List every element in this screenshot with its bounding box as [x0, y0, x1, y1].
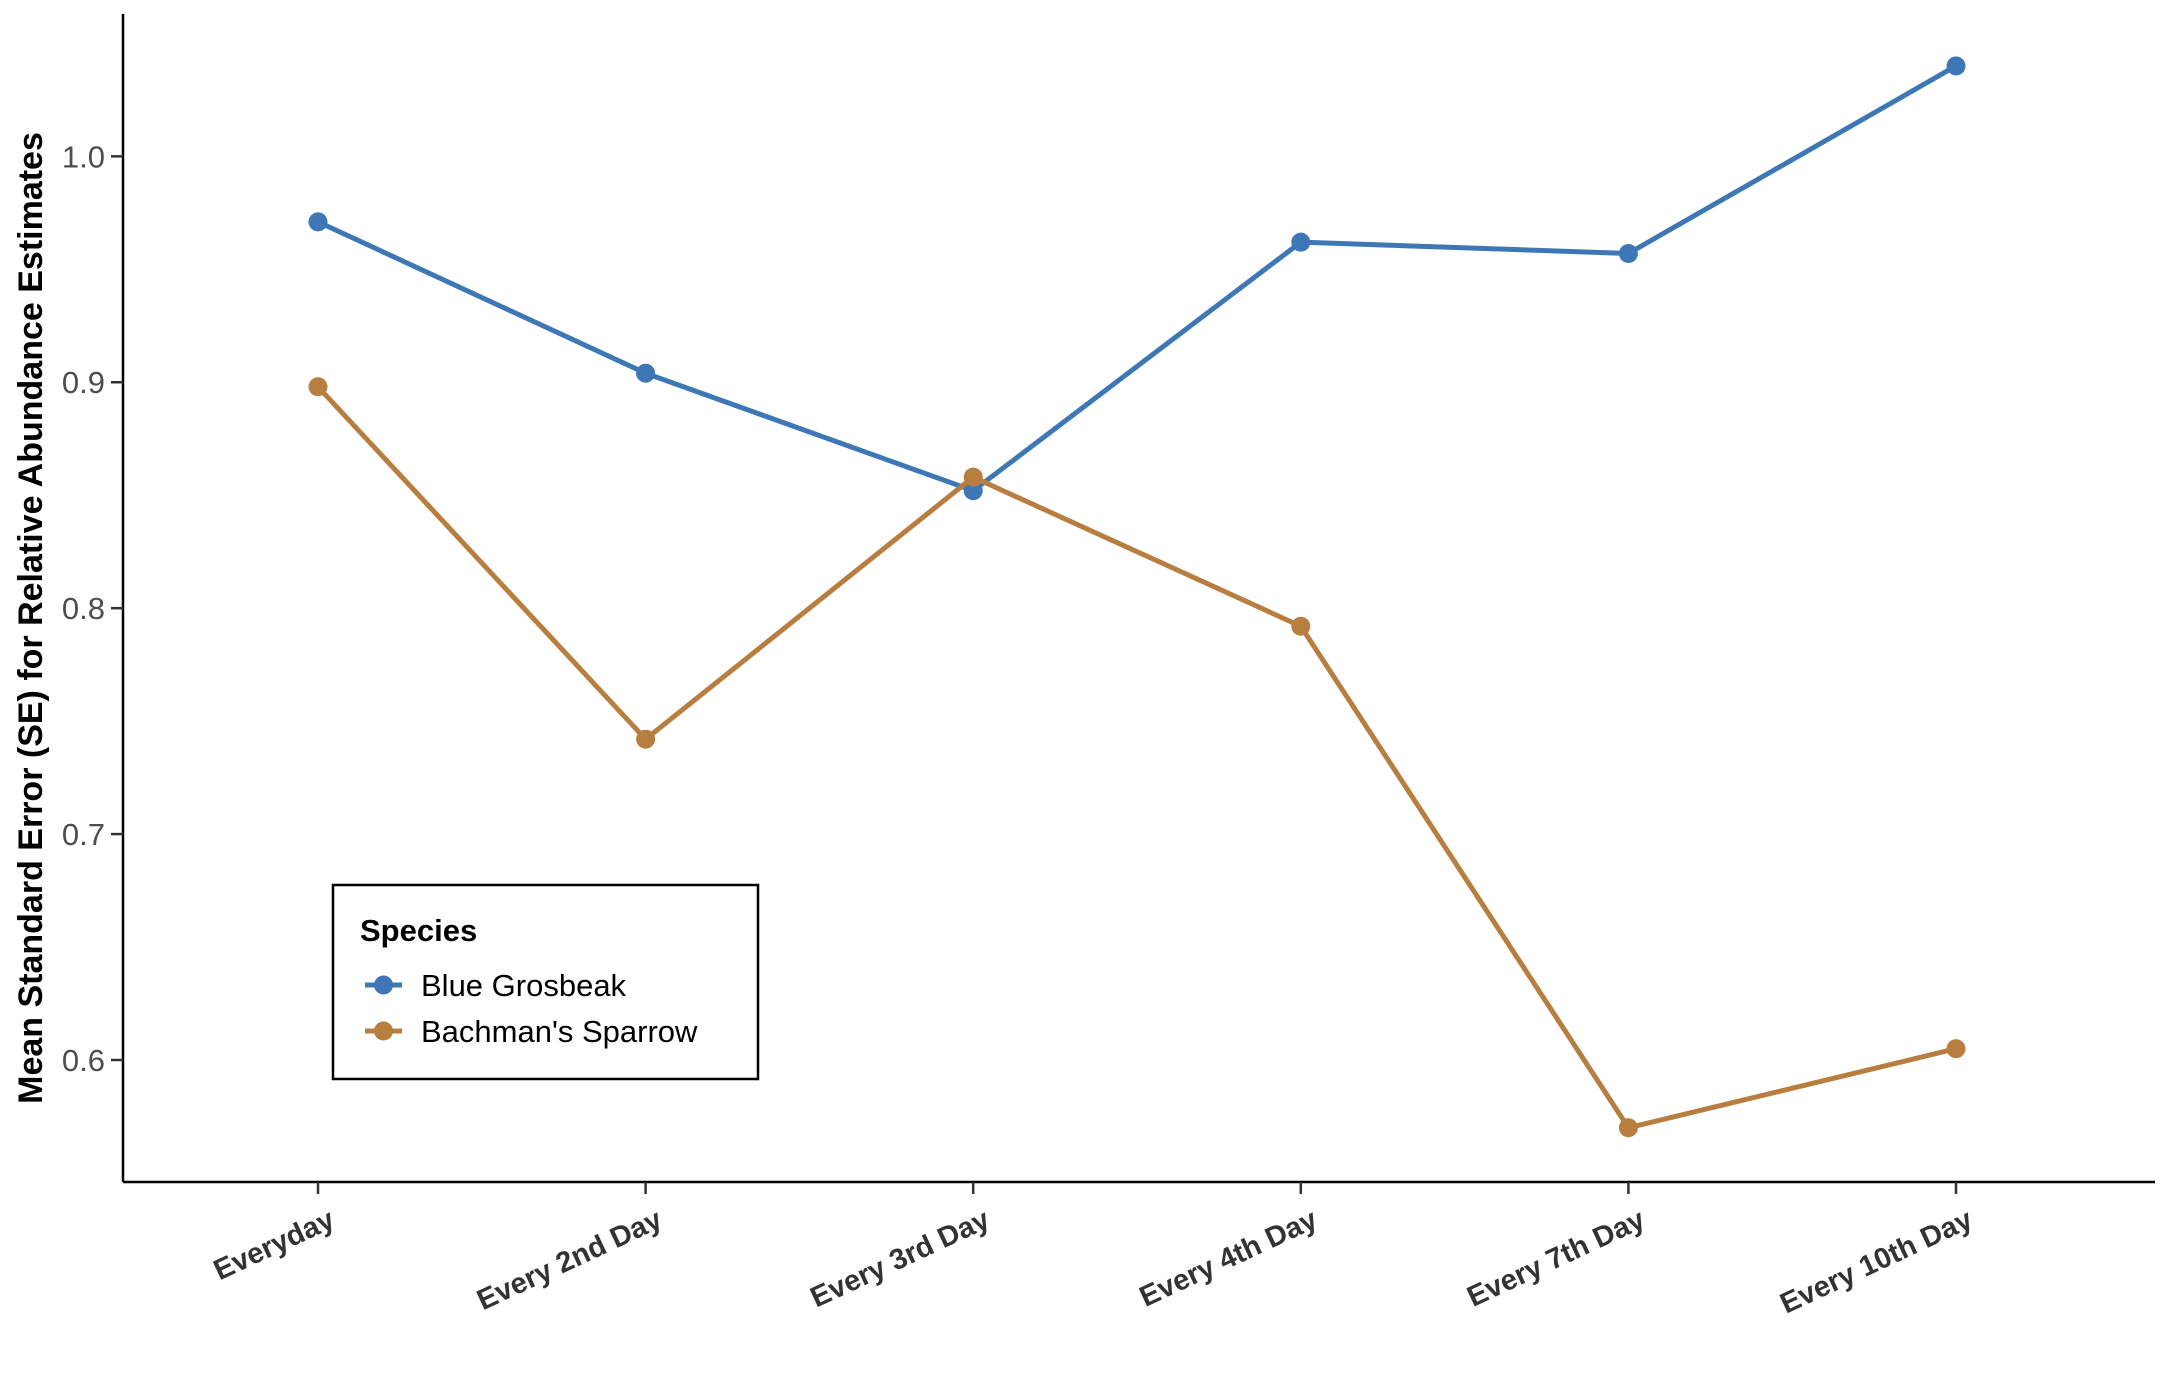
data-point	[963, 481, 983, 501]
data-point	[1618, 243, 1638, 263]
y-tick-label: 0.6	[62, 1043, 105, 1078]
data-point	[636, 363, 656, 383]
data-point	[1946, 56, 1966, 76]
legend-title: Species	[360, 913, 477, 948]
y-tick-label: 0.8	[62, 591, 105, 626]
series-0	[308, 56, 1966, 501]
legend-label: Blue Grosbeak	[421, 968, 627, 1003]
y-axis-title: Mean Standard Error (SE) for Relative Ab…	[12, 132, 50, 1104]
legend-box	[331, 883, 760, 1081]
x-tick-label: Everyday	[209, 1203, 339, 1287]
x-tick-label: Every 4th Day	[1135, 1203, 1322, 1313]
data-point	[308, 212, 328, 232]
series-1	[308, 377, 1966, 1138]
data-point	[1291, 616, 1311, 636]
data-point	[1946, 1039, 1966, 1059]
data-point	[308, 377, 328, 397]
legend-swatch-point	[374, 1021, 393, 1041]
legend-swatch-point	[374, 975, 393, 995]
series-line	[315, 384, 1959, 1131]
data-point	[963, 467, 983, 487]
data-point	[1618, 1118, 1638, 1138]
legend-label: Bachman's Sparrow	[421, 1014, 698, 1049]
data-point	[636, 729, 656, 749]
axes	[121, 14, 2155, 1184]
series-line	[315, 63, 1959, 494]
y-ticks: 0.6 0.7 0.8 0.9 1.0	[62, 139, 123, 1078]
x-tick-label: Every 2nd Day	[472, 1203, 667, 1316]
x-tick-label: Every 7th Day	[1462, 1203, 1649, 1313]
legend: Species Blue Grosbeak Bachman's Sparrow	[331, 883, 760, 1081]
legend-item: Blue Grosbeak	[365, 968, 627, 1003]
y-tick-label: 1.0	[62, 139, 105, 174]
y-tick-label: 0.9	[62, 365, 105, 400]
y-tick-label: 0.7	[62, 817, 105, 852]
data-point	[1291, 232, 1311, 252]
x-ticks: Everyday Every 2nd Day Every 3rd Day Every …	[209, 1182, 1977, 1320]
legend-items: Blue Grosbeak Bachman's Sparrow	[365, 968, 698, 1049]
x-tick-label: Every 10th Day	[1775, 1203, 1977, 1320]
legend-item: Bachman's Sparrow	[365, 1014, 698, 1049]
x-tick-label: Every 3rd Day	[806, 1203, 995, 1314]
series-layer	[308, 56, 1966, 1138]
